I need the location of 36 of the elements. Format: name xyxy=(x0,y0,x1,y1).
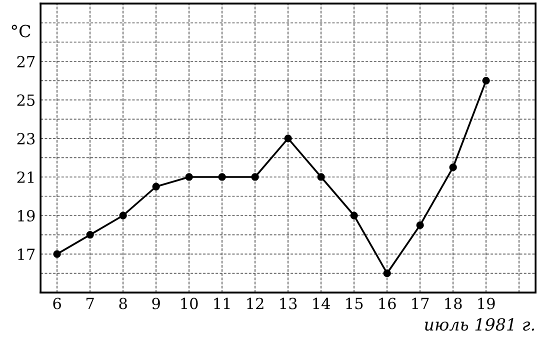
point xyxy=(350,212,358,220)
y-tick-label: 21 xyxy=(17,171,34,183)
x-tick-label: 9 xyxy=(152,298,160,310)
y-tick-label: 27 xyxy=(17,56,35,68)
point xyxy=(284,134,292,142)
x-tick-label: 16 xyxy=(379,298,396,310)
y-tick-label: 19 xyxy=(18,210,35,222)
point xyxy=(482,76,490,84)
x-tick-label: 11 xyxy=(214,298,230,310)
y-tick-label: 23 xyxy=(17,132,35,144)
point xyxy=(383,270,391,278)
point xyxy=(218,173,226,181)
x-axis-title: июль 1981 г. xyxy=(424,318,534,331)
x-tick-label: 15 xyxy=(346,298,363,310)
x-tick-label: 17 xyxy=(412,298,429,310)
point xyxy=(317,173,325,181)
point xyxy=(152,182,160,190)
point xyxy=(449,164,457,172)
x-tick-label: 13 xyxy=(280,298,297,310)
x-tick-label: 10 xyxy=(181,298,198,310)
point xyxy=(86,230,94,239)
x-tick-label: 14 xyxy=(313,298,330,310)
x-tick-label: 18 xyxy=(445,298,462,310)
y-tick-label: 25 xyxy=(17,94,35,106)
point xyxy=(416,221,424,229)
point xyxy=(185,173,193,181)
x-tick-label: 6 xyxy=(53,298,61,310)
point xyxy=(53,250,61,258)
x-tick-label: 12 xyxy=(247,298,264,310)
x-tick-label: 7 xyxy=(86,298,94,310)
y-axis-title: °C xyxy=(12,24,30,38)
point xyxy=(251,173,259,181)
point xyxy=(119,212,127,220)
x-tick-label: 19 xyxy=(478,298,495,310)
y-tick-label: 17 xyxy=(18,248,35,260)
x-tick-label: 8 xyxy=(119,298,127,310)
